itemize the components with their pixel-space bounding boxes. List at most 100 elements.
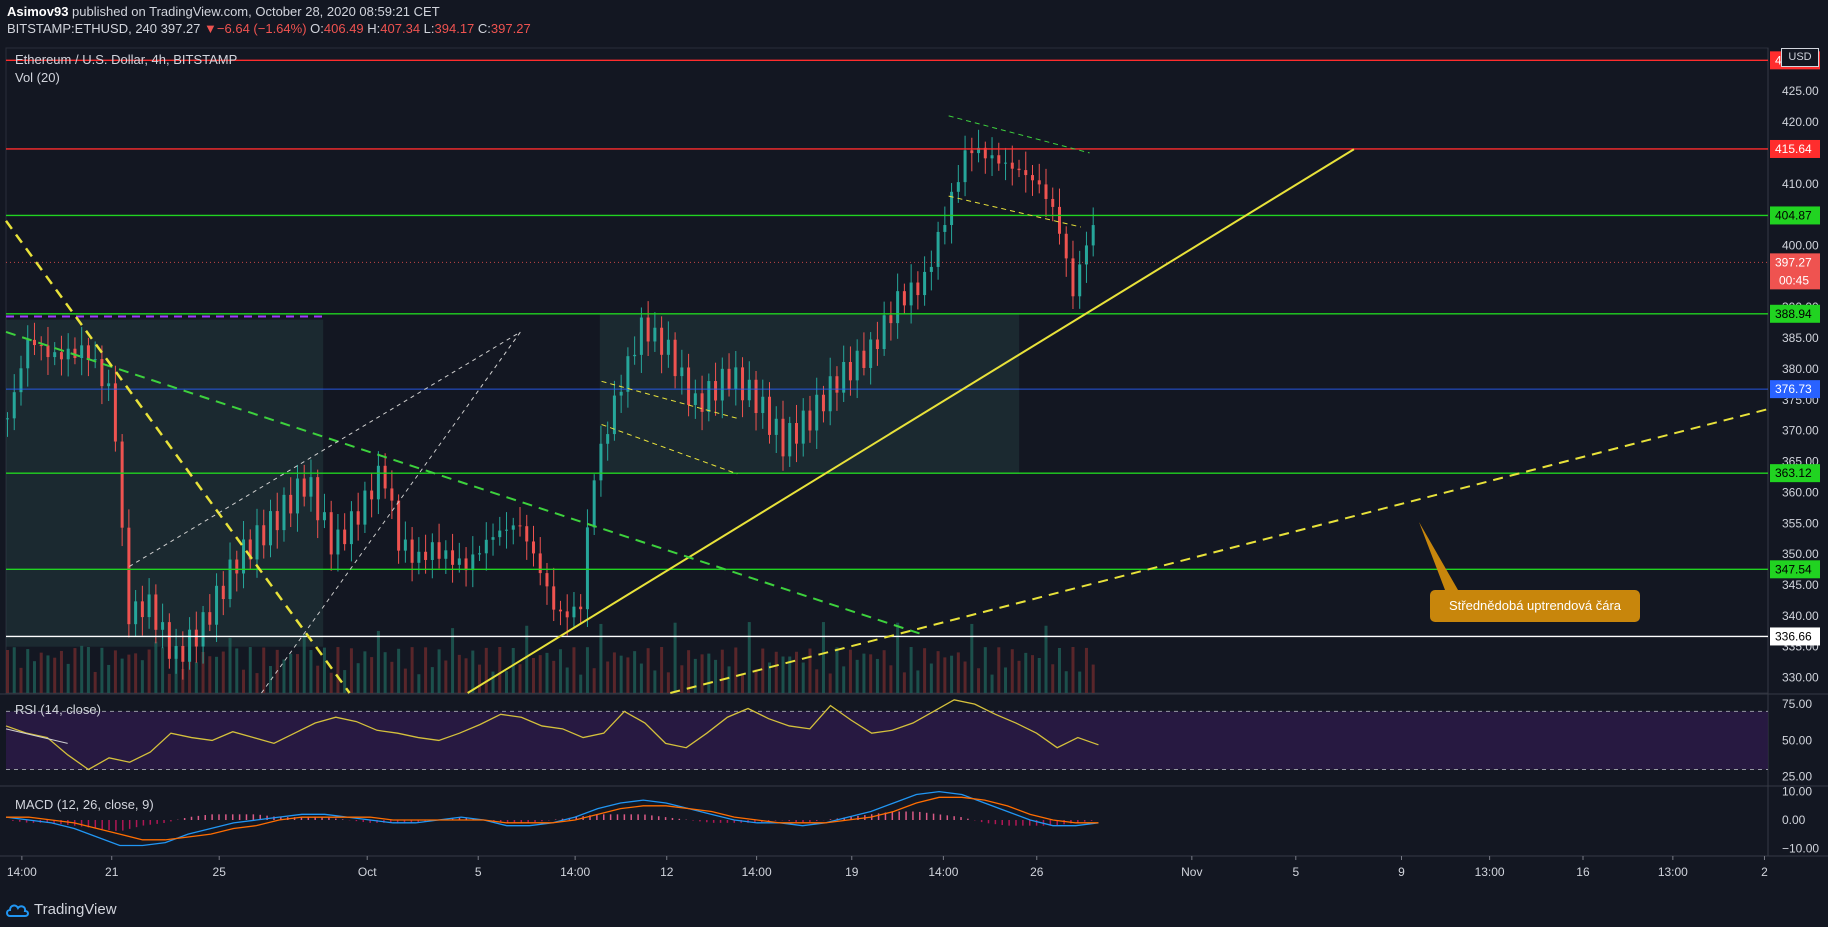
candle-body[interactable] bbox=[140, 601, 144, 618]
rsi-line[interactable] bbox=[5, 699, 1099, 771]
candle-body[interactable] bbox=[929, 266, 933, 272]
candle-body[interactable] bbox=[943, 225, 947, 232]
candle-body[interactable] bbox=[821, 394, 825, 412]
candle-body[interactable] bbox=[53, 352, 57, 358]
candle-body[interactable] bbox=[660, 327, 664, 355]
candle-body[interactable] bbox=[653, 327, 657, 342]
candle-body[interactable] bbox=[815, 394, 819, 431]
candle-body[interactable] bbox=[842, 361, 846, 393]
candle-body[interactable] bbox=[646, 317, 650, 342]
candle-body[interactable] bbox=[754, 379, 758, 414]
candle-body[interactable] bbox=[633, 354, 637, 357]
candle-body[interactable] bbox=[430, 542, 434, 560]
candle-body[interactable] bbox=[875, 339, 879, 350]
candle-body[interactable] bbox=[531, 541, 535, 554]
author-name[interactable]: Asimov93 bbox=[7, 4, 69, 19]
trendline-annotation[interactable]: Střednědobá uptrendová čára bbox=[1430, 590, 1640, 622]
candle-body[interactable] bbox=[188, 629, 192, 662]
candle-body[interactable] bbox=[437, 542, 441, 559]
candle-body[interactable] bbox=[349, 511, 353, 545]
candle-body[interactable] bbox=[295, 478, 299, 514]
candle-body[interactable] bbox=[639, 317, 643, 355]
candle-body[interactable] bbox=[1071, 258, 1075, 297]
candle-body[interactable] bbox=[46, 345, 50, 358]
flag-line[interactable] bbox=[948, 115, 1090, 154]
candle-body[interactable] bbox=[397, 500, 401, 551]
candle-body[interactable] bbox=[1010, 162, 1014, 169]
candle-body[interactable] bbox=[12, 392, 16, 419]
candle-body[interactable] bbox=[113, 383, 117, 442]
candle-body[interactable] bbox=[147, 594, 151, 618]
candle-body[interactable] bbox=[1078, 264, 1082, 297]
candle-body[interactable] bbox=[498, 530, 502, 538]
candle-body[interactable] bbox=[376, 465, 380, 500]
trend-line[interactable] bbox=[670, 408, 1769, 694]
candle-body[interactable] bbox=[127, 527, 131, 625]
candle-body[interactable] bbox=[228, 559, 232, 600]
candle-body[interactable] bbox=[970, 150, 974, 154]
candle-body[interactable] bbox=[1037, 180, 1041, 185]
candle-body[interactable] bbox=[242, 539, 246, 574]
candle-body[interactable] bbox=[329, 512, 333, 555]
candle-body[interactable] bbox=[1044, 184, 1048, 199]
candle-body[interactable] bbox=[383, 465, 387, 489]
candle-body[interactable] bbox=[86, 345, 90, 360]
candle-body[interactable] bbox=[410, 539, 414, 563]
steep-downtrend-line[interactable] bbox=[4, 220, 351, 694]
candle-body[interactable] bbox=[666, 339, 670, 355]
candle-body[interactable] bbox=[552, 586, 556, 610]
candle-body[interactable] bbox=[606, 434, 610, 444]
candle-body[interactable] bbox=[343, 529, 347, 545]
candle-body[interactable] bbox=[781, 418, 785, 457]
candle-body[interactable] bbox=[100, 359, 104, 387]
candle-body[interactable] bbox=[248, 539, 252, 560]
candle-body[interactable] bbox=[619, 391, 623, 396]
candle-body[interactable] bbox=[268, 511, 272, 546]
candle-body[interactable] bbox=[963, 150, 967, 183]
candle-body[interactable] bbox=[612, 395, 616, 435]
candle-body[interactable] bbox=[93, 359, 97, 361]
trend-line[interactable] bbox=[5, 330, 923, 636]
candle-body[interactable] bbox=[289, 494, 293, 514]
flag-line[interactable] bbox=[601, 424, 738, 475]
candle-body[interactable] bbox=[585, 527, 589, 610]
trend-line[interactable] bbox=[467, 148, 1355, 694]
candle-body[interactable] bbox=[983, 147, 987, 159]
candle-body[interactable] bbox=[909, 282, 913, 306]
candle-body[interactable] bbox=[794, 423, 798, 444]
candle-body[interactable] bbox=[208, 612, 212, 625]
candle-body[interactable] bbox=[545, 573, 549, 587]
tradingview-logo[interactable]: TradingView bbox=[6, 901, 117, 918]
candle-body[interactable] bbox=[889, 315, 893, 324]
candle-body[interactable] bbox=[538, 553, 542, 574]
candle-body[interactable] bbox=[882, 315, 886, 350]
candle-body[interactable] bbox=[478, 553, 482, 555]
candle-body[interactable] bbox=[134, 601, 138, 625]
candle-body[interactable] bbox=[936, 231, 940, 267]
candle-body[interactable] bbox=[167, 622, 171, 659]
candle-body[interactable] bbox=[451, 550, 455, 565]
candle-body[interactable] bbox=[626, 356, 630, 392]
candle-body[interactable] bbox=[390, 488, 394, 501]
candle-body[interactable] bbox=[457, 558, 461, 565]
candle-body[interactable] bbox=[255, 525, 259, 560]
candle-body[interactable] bbox=[855, 350, 859, 381]
candle-body[interactable] bbox=[768, 396, 772, 435]
flag-line[interactable] bbox=[601, 380, 738, 419]
candle-body[interactable] bbox=[707, 381, 711, 412]
candle-body[interactable] bbox=[1004, 162, 1008, 164]
candle-body[interactable] bbox=[902, 291, 906, 306]
candle-body[interactable] bbox=[194, 629, 198, 647]
candle-body[interactable] bbox=[262, 525, 266, 546]
candle-body[interactable] bbox=[558, 609, 562, 612]
candle-body[interactable] bbox=[579, 606, 583, 610]
candle-body[interactable] bbox=[282, 494, 286, 531]
candle-body[interactable] bbox=[828, 376, 832, 412]
candle-body[interactable] bbox=[235, 559, 239, 574]
candle-body[interactable] bbox=[370, 490, 374, 500]
candle-body[interactable] bbox=[161, 622, 165, 630]
candle-body[interactable] bbox=[950, 191, 954, 226]
candle-body[interactable] bbox=[747, 379, 751, 401]
range-box[interactable] bbox=[6, 319, 324, 647]
candle-body[interactable] bbox=[774, 418, 778, 435]
